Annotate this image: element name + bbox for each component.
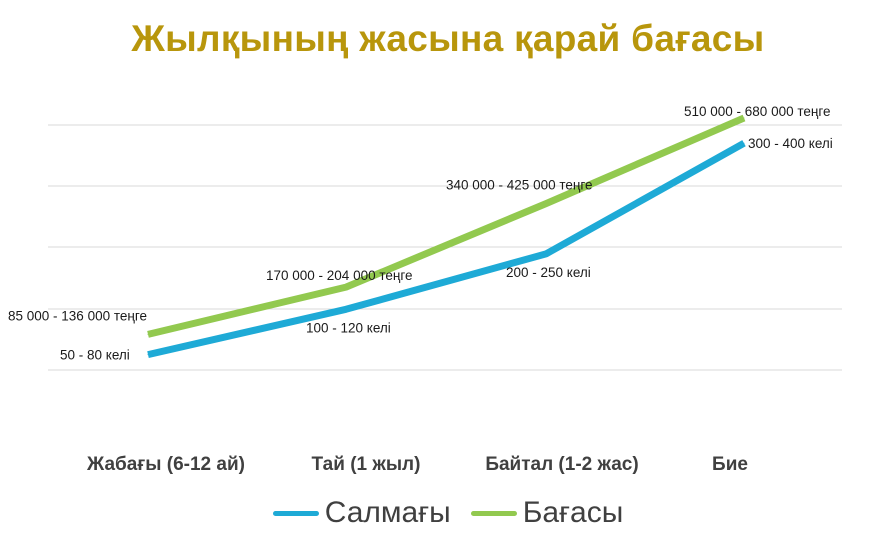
data-label-weight-4: 300 - 400 келі bbox=[748, 136, 833, 151]
legend-label-weight: Салмағы bbox=[324, 496, 451, 529]
category-label-3: Байтал (1-2 жас) bbox=[485, 454, 638, 475]
data-label-price-3: 340 000 - 425 000 теңге bbox=[446, 178, 592, 193]
point-price-1 bbox=[147, 333, 149, 335]
data-label-weight-3: 200 - 250 келі bbox=[506, 265, 591, 280]
data-label-weight-2: 100 - 120 келі bbox=[306, 320, 391, 335]
point-weight-3 bbox=[545, 253, 547, 255]
legend-label-price: Бағасы bbox=[522, 496, 624, 529]
legend-swatch-weight bbox=[272, 510, 319, 516]
chart-title: Жылқының жасына қарай бағасы bbox=[131, 18, 765, 59]
series-lines bbox=[147, 114, 746, 359]
data-label-price-1: 85 000 - 136 000 теңге bbox=[8, 308, 147, 323]
point-weight-2 bbox=[345, 308, 347, 310]
point-weight-1 bbox=[147, 354, 149, 356]
legend: Салмағы Бағасы bbox=[0, 496, 896, 530]
category-axis: Жабағы (6-12 ай) Тай (1 жыл) Байтал (1-2 ж… bbox=[86, 454, 748, 475]
data-label-price-4: 510 000 - 680 000 теңге bbox=[684, 104, 830, 119]
series-line-price bbox=[147, 114, 746, 338]
category-label-2: Тай (1 жыл) bbox=[312, 454, 421, 475]
point-price-3 bbox=[545, 203, 547, 205]
data-label-price-2: 170 000 - 204 000 теңге bbox=[266, 268, 412, 283]
point-weight-4 bbox=[743, 142, 745, 144]
legend-item-weight: Салмағы bbox=[272, 496, 451, 530]
legend-swatch-price bbox=[470, 510, 517, 516]
series-line-weight bbox=[147, 140, 746, 359]
data-labels: 50 - 80 келі 100 - 120 келі 200 - 250 келі… bbox=[8, 104, 833, 363]
point-price-2 bbox=[345, 286, 347, 288]
category-label-1: Жабағы (6-12 ай) bbox=[86, 454, 245, 475]
legend-item-price: Бағасы bbox=[470, 496, 624, 530]
point-price-4 bbox=[743, 117, 745, 119]
data-label-weight-1: 50 - 80 келі bbox=[60, 348, 130, 363]
category-label-4: Бие bbox=[712, 454, 748, 475]
